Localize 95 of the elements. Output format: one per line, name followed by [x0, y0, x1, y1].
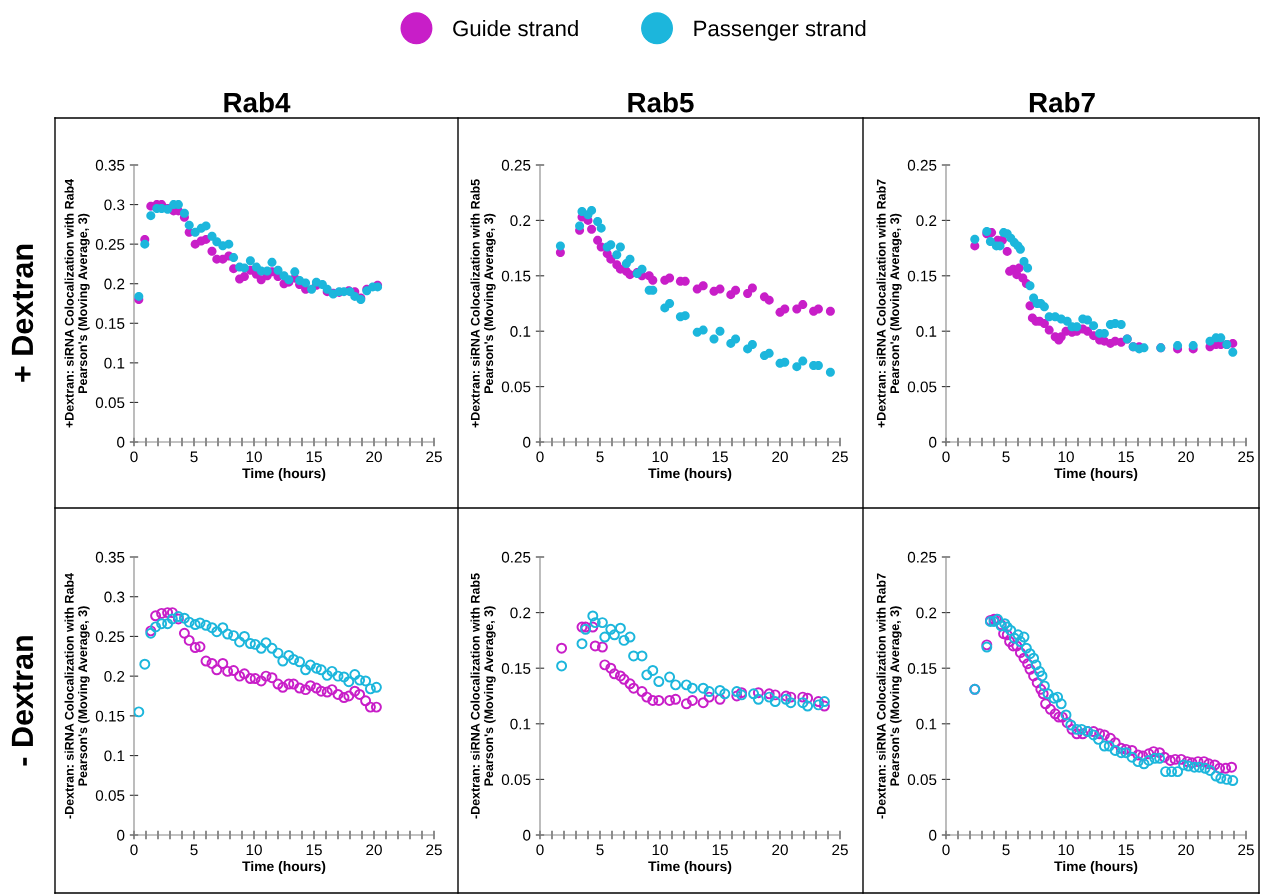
- y-tick-label: 0.35: [95, 551, 125, 563]
- x-tick-label: 10: [652, 451, 668, 463]
- chart-title: Rab7: [1029, 92, 1095, 113]
- y-axis-title: -Dextran: siRNA Colocalization with Rab5 Pearson's (Moving Average, 3): [470, 573, 496, 819]
- x-tick-label: 15: [1118, 451, 1134, 463]
- y-tick-label: 0.3: [104, 591, 125, 603]
- chart-title: Rab4: [224, 92, 291, 113]
- x-tick-label: 20: [1178, 844, 1194, 856]
- x-tick-label: 10: [246, 451, 262, 463]
- y-tick-label: 0: [117, 436, 125, 448]
- y-axis-title: -Dextran: siRNA Colocalization with Rab7 Pearson's (Moving Average, 3): [876, 573, 902, 819]
- x-axis-title: Time (hours): [242, 861, 326, 874]
- y-tick-label: 0.05: [907, 774, 937, 786]
- x-tick-label: 0: [130, 451, 138, 463]
- y-tick-label: 0.2: [510, 215, 531, 227]
- x-tick-label: 20: [772, 451, 788, 463]
- x-tick-label: 20: [772, 844, 788, 856]
- y-tick-label: 0.05: [95, 790, 125, 801]
- y-tick-label: 0.1: [104, 357, 125, 369]
- y-tick-label: 0.35: [95, 159, 125, 171]
- x-tick-label: 15: [712, 844, 728, 856]
- text: + Dextran: [11, 244, 34, 382]
- y-tick-label: 0.05: [501, 381, 531, 393]
- y-tick-label: 0.1: [916, 326, 937, 337]
- y-axis-title: -Dextran: siRNA Colocalization with Rab4 Pearson's (Moving Average, 3): [64, 573, 90, 819]
- legend-label: Passenger strand: [694, 20, 866, 41]
- x-tick-label: 5: [1002, 451, 1010, 463]
- x-tick-label: 25: [832, 844, 848, 856]
- x-tick-label: 10: [1058, 451, 1074, 463]
- y-tick-label: 0: [117, 829, 125, 841]
- x-tick-label: 20: [1178, 451, 1194, 463]
- x-axis-title: Time (hours): [648, 861, 732, 874]
- y-tick-label: 0.05: [907, 381, 937, 393]
- y-tick-label: 0.2: [510, 607, 531, 619]
- x-axis-title: Time (hours): [1054, 468, 1138, 481]
- y-tick-label: 0.25: [907, 551, 937, 563]
- y-tick-label: 0.1: [510, 326, 531, 337]
- y-axis-title: +Dextran: siRNA Colocalization with Rab5 Pearson's (Moving Average, 3): [470, 179, 496, 428]
- legend-label: Guide strand: [453, 20, 578, 37]
- y-tick-label: 0.1: [916, 718, 937, 730]
- x-tick-label: 5: [190, 451, 198, 463]
- y-tick-label: 0.1: [104, 750, 125, 762]
- y-tick-label: 0.1: [510, 718, 531, 730]
- y-tick-label: 0.15: [501, 270, 531, 282]
- x-tick-label: 5: [596, 451, 604, 463]
- x-tick-label: 25: [426, 844, 442, 856]
- y-tick-label: 0.2: [104, 278, 125, 290]
- x-tick-label: 10: [246, 844, 262, 856]
- x-tick-label: 15: [1118, 844, 1134, 856]
- x-tick-label: 25: [1238, 451, 1254, 463]
- y-tick-label: 0: [523, 829, 531, 841]
- y-tick-label: 0.25: [501, 551, 531, 563]
- x-tick-label: 0: [942, 451, 950, 463]
- x-tick-label: 10: [1058, 844, 1074, 856]
- x-tick-label: 0: [130, 844, 138, 856]
- y-axis-title: +Dextran: siRNA Colocalization with Rab4 Pearson's (Moving Average, 3): [64, 178, 90, 428]
- x-tick-label: 0: [536, 451, 544, 463]
- x-tick-label: 20: [366, 844, 382, 856]
- chart-title: Rab5: [628, 92, 694, 113]
- x-tick-label: 25: [426, 451, 442, 463]
- y-tick-label: 0.15: [95, 318, 125, 329]
- x-axis-title: Time (hours): [1054, 861, 1138, 874]
- x-tick-label: 20: [366, 451, 382, 463]
- x-tick-label: 25: [1238, 844, 1254, 856]
- y-axis-title: +Dextran: siRNA Colocalization with Rab7 Pearson's (Moving Average, 3): [876, 179, 902, 428]
- y-tick-label: 0.25: [95, 631, 125, 643]
- y-tick-label: 0.15: [501, 663, 531, 674]
- y-tick-label: 0.15: [907, 270, 937, 282]
- y-tick-label: 0: [929, 829, 937, 841]
- y-tick-label: 0.25: [501, 159, 531, 171]
- y-tick-label: 0: [929, 436, 937, 448]
- x-axis-title: Time (hours): [242, 468, 326, 481]
- x-tick-label: 5: [190, 844, 198, 856]
- x-tick-label: 10: [652, 844, 668, 856]
- text: - Dextran: [11, 636, 34, 766]
- y-tick-label: 0.2: [916, 215, 937, 227]
- y-tick-label: 0.05: [95, 397, 125, 409]
- x-tick-label: 5: [1002, 844, 1010, 856]
- x-tick-label: 0: [942, 844, 950, 856]
- x-tick-label: 5: [596, 844, 604, 856]
- y-tick-label: 0: [523, 436, 531, 448]
- x-tick-label: 25: [832, 451, 848, 463]
- y-tick-label: 0.2: [916, 607, 937, 619]
- y-tick-label: 0.15: [907, 663, 937, 674]
- y-tick-label: 0.25: [907, 159, 937, 171]
- y-tick-label: 0.2: [104, 671, 125, 682]
- y-tick-label: 0.05: [501, 774, 531, 786]
- y-tick-label: 0.15: [95, 710, 125, 722]
- x-tick-label: 15: [712, 451, 728, 463]
- x-tick-label: 0: [536, 844, 544, 856]
- x-tick-label: 15: [306, 451, 322, 463]
- y-tick-label: 0.3: [104, 199, 125, 211]
- y-tick-label: 0.25: [95, 239, 125, 250]
- x-tick-label: 15: [306, 844, 322, 856]
- x-axis-title: Time (hours): [648, 468, 732, 481]
